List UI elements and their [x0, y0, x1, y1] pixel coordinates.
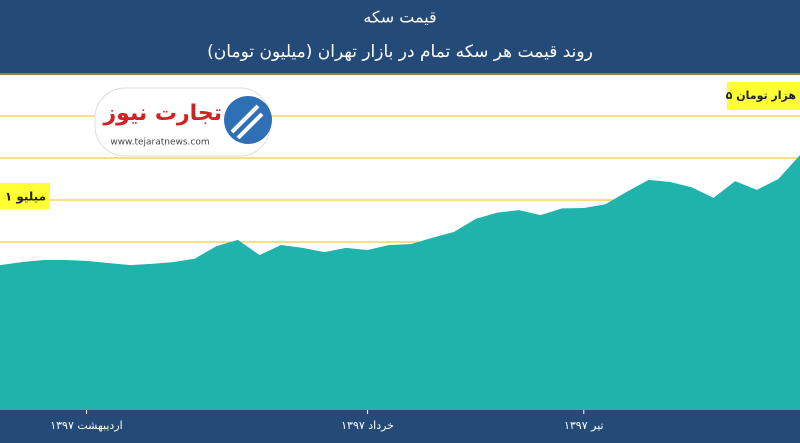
- x-tick-label: اردیبهشت ۱۳۹۷: [50, 419, 122, 432]
- x-tick-label: خرداد ۱۳۹۷: [341, 419, 394, 432]
- area: [0, 155, 800, 410]
- logo-icon-stripes: [230, 104, 264, 140]
- label-box: [727, 82, 800, 110]
- x-tick-label: تیر ۱۳۹۷: [564, 419, 604, 432]
- plot: [0, 155, 800, 410]
- label-box: [0, 183, 50, 209]
- chart-title: قیمت سکه: [363, 8, 436, 27]
- x-axis-band: [0, 410, 800, 443]
- left-label: ۱ میلیو: [5, 190, 46, 205]
- header-bg: [0, 0, 800, 75]
- logo-url: www.tejaratnews.com: [110, 138, 209, 148]
- x-labels: اردیبهشت ۱۳۹۷ خرداد ۱۳۹۷ تیر ۱۳۹۷: [50, 410, 604, 432]
- chart-subtitle: روند قیمت هر سکه تمام در بازار تهران (می…: [207, 42, 593, 62]
- right-label: ۵ هزار تومان: [726, 89, 796, 102]
- logo-icon: [224, 96, 272, 144]
- logo-text: تجارت نیوز: [102, 101, 222, 126]
